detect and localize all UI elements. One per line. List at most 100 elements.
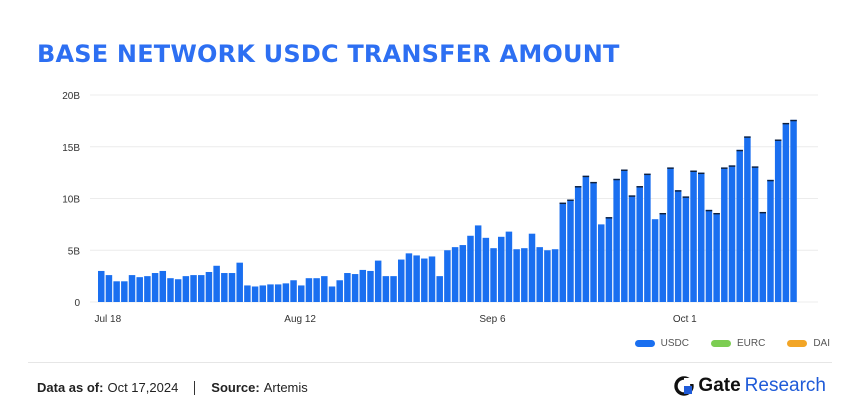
bar-cap-85 (751, 166, 759, 168)
x-tick-label: Jul 18 (95, 314, 122, 325)
bar-usdc-7 (151, 273, 159, 302)
bar-usdc-63 (582, 175, 590, 302)
legend-item-dai[interactable]: DAI (787, 338, 830, 349)
bar-usdc-28 (313, 278, 320, 302)
footer-info: Data as of: Oct 17,2024 Source: Artemis (37, 380, 308, 395)
y-tick-label: 20B (62, 91, 80, 102)
bar-usdc-25 (290, 280, 297, 302)
bar-cap-78 (698, 172, 705, 175)
bar-usdc-87 (767, 179, 774, 302)
bar-cap-84 (744, 136, 751, 138)
bar-cap-81 (721, 167, 728, 169)
bar-usdc-54 (513, 249, 520, 302)
bar-usdc-50 (482, 237, 490, 302)
bar-usdc-27 (305, 278, 313, 302)
bar-usdc-75 (674, 190, 682, 302)
bar-cap-74 (667, 167, 674, 169)
bar-cap-75 (674, 190, 682, 192)
bar-usdc-68 (621, 169, 628, 302)
bar-cap-90 (790, 119, 797, 122)
bar-usdc-38 (390, 276, 397, 303)
bar-cap-69 (628, 195, 636, 197)
legend-label-usdc: USDC (660, 338, 689, 349)
x-tick-label: Aug 12 (284, 314, 316, 325)
bar-usdc-47 (459, 245, 467, 302)
y-tick-label: 5B (68, 246, 81, 257)
bar-usdc-23 (274, 284, 282, 302)
bar-usdc-67 (613, 178, 620, 302)
bar-cap-87 (767, 179, 774, 182)
bar-usdc-59 (551, 249, 559, 302)
bar-cap-67 (613, 178, 620, 181)
bar-cap-62 (574, 186, 582, 188)
bar-usdc-89 (782, 122, 790, 302)
bar-usdc-80 (713, 212, 720, 302)
bar-usdc-30 (328, 286, 336, 302)
bar-usdc-73 (659, 212, 667, 302)
source-value: Artemis (263, 380, 308, 395)
bar-cap-86 (759, 211, 767, 214)
bar-usdc-22 (267, 284, 274, 302)
bar-cap-68 (621, 169, 628, 171)
bar-usdc-49 (474, 225, 482, 302)
bar-cap-60 (559, 202, 567, 205)
legend-swatch-dai (787, 340, 808, 347)
bar-usdc-3 (121, 281, 128, 302)
bar-usdc-10 (174, 279, 182, 302)
bar-usdc-13 (198, 275, 205, 302)
bar-usdc-77 (690, 170, 697, 302)
legend-swatch-usdc (634, 340, 655, 347)
brand-name: Gate (698, 375, 741, 396)
bar-usdc-11 (182, 276, 190, 303)
bar-usdc-36 (374, 260, 382, 302)
bar-cap-82 (728, 165, 736, 167)
footer-separator (194, 380, 196, 395)
bar-usdc-44 (436, 276, 443, 303)
legend-label-dai: DAI (813, 338, 830, 349)
bar-usdc-65 (598, 224, 605, 303)
bar-usdc-14 (205, 271, 213, 302)
y-tick-label: 15B (62, 143, 80, 154)
bar-usdc-9 (167, 278, 174, 302)
bar-usdc-69 (628, 195, 636, 302)
bar-usdc-76 (682, 196, 690, 302)
source-label: Source: (211, 380, 260, 395)
bar-cap-79 (705, 209, 713, 212)
brand-logo: Gate Research (674, 375, 826, 397)
bar-usdc-51 (490, 248, 497, 302)
bar-usdc-70 (636, 186, 643, 302)
bar-usdc-26 (298, 285, 305, 302)
legend-item-eurc[interactable]: EURC (710, 338, 765, 349)
bar-usdc-55 (521, 248, 528, 302)
bar-usdc-17 (228, 273, 236, 302)
legend-item-usdc[interactable]: USDC (634, 338, 689, 349)
bar-cap-83 (736, 149, 743, 152)
bar-usdc-32 (344, 273, 351, 302)
bar-usdc-57 (536, 247, 543, 302)
x-tick-label: Sep 6 (479, 314, 506, 325)
bar-usdc-2 (113, 281, 120, 302)
data-as-of-value: Oct 17,2024 (107, 380, 179, 395)
bar-usdc-15 (213, 265, 220, 302)
bar-cap-64 (590, 181, 597, 184)
x-tick-label: Oct 1 (673, 314, 697, 325)
bar-usdc-83 (736, 149, 743, 302)
bar-usdc-12 (190, 275, 197, 302)
bar-usdc-88 (774, 139, 782, 302)
bar-usdc-18 (236, 262, 243, 302)
y-tick-label: 10B (62, 195, 80, 206)
bar-cap-61 (567, 199, 574, 201)
bar-usdc-19 (244, 285, 251, 302)
bar-cap-77 (690, 170, 697, 172)
bar-usdc-71 (644, 173, 651, 302)
bar-usdc-33 (351, 274, 359, 302)
bar-cap-80 (713, 212, 720, 215)
bar-usdc-53 (505, 231, 513, 302)
bar-chart: 0 5B 10B 15B 20B Jul 18 Aug 12 Sep 6 Oct 1 (62, 91, 818, 325)
bar-cap-88 (774, 139, 782, 141)
bar-usdc-16 (221, 273, 228, 302)
bar-usdc-82 (728, 165, 736, 302)
bar-usdc-90 (790, 119, 797, 302)
bar-usdc-45 (444, 250, 451, 302)
bar-usdc-84 (744, 136, 751, 302)
